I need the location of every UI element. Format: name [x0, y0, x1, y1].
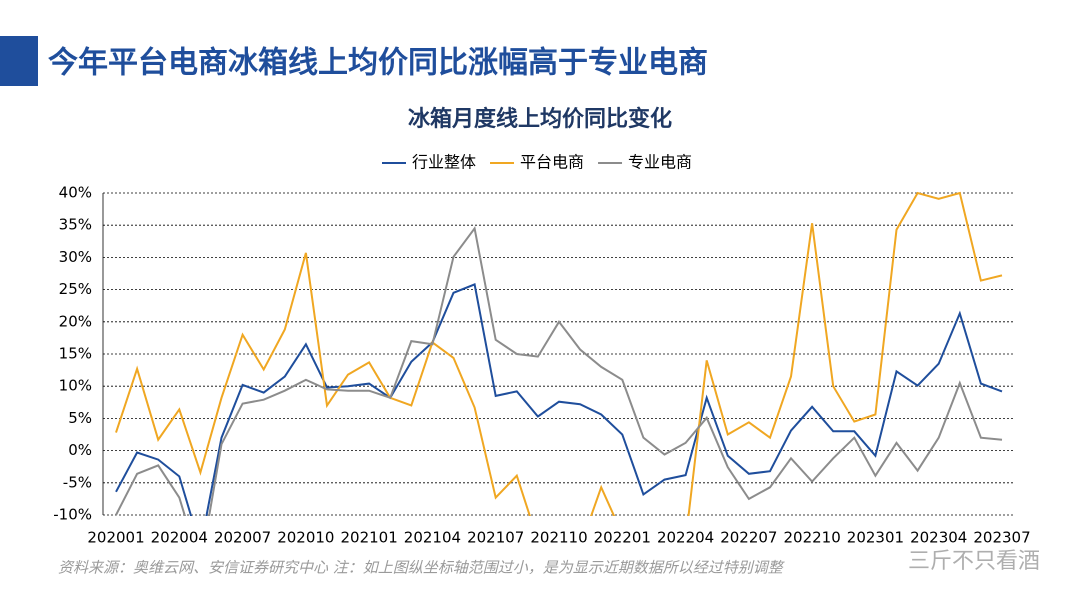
x-tick-label: 202107 — [467, 529, 524, 547]
x-tick-label: 202210 — [784, 529, 841, 547]
x-tick-label: 202010 — [277, 529, 334, 547]
legend-label: 平台电商 — [520, 153, 584, 172]
y-tick-label: 15% — [59, 345, 92, 363]
x-tick-label: 202307 — [973, 529, 1030, 547]
x-tick-label: 202001 — [87, 529, 144, 547]
legend: 行业整体 平台电商 专业电商 — [382, 153, 692, 172]
x-tick-label: 202007 — [214, 529, 271, 547]
x-tick-label: 202204 — [657, 529, 714, 547]
watermark: 三斤不只看酒 — [908, 549, 1040, 574]
x-tick-label: 202301 — [847, 529, 904, 547]
y-tick-label: -10% — [53, 506, 92, 524]
x-tick-label: 202101 — [341, 529, 398, 547]
y-tick-label: 25% — [59, 280, 92, 298]
legend-label: 专业电商 — [628, 153, 692, 172]
lines — [115, 191, 1003, 516]
y-tick-label: -5% — [63, 473, 92, 491]
y-tick-label: 5% — [68, 409, 92, 427]
slide-title: 今年平台电商冰箱线上均价同比涨幅高于专业电商 — [48, 46, 708, 81]
y-tick-label: 10% — [59, 377, 92, 395]
footnote: 资料来源：奥维云网、安信证券研究中心 注：如上图纵坐标轴范围过小，是为显示近期数… — [58, 559, 786, 577]
x-tick-label: 202304 — [910, 529, 967, 547]
y-tick-label: 0% — [68, 441, 92, 459]
x-tick-label: 202110 — [530, 529, 587, 547]
series-line — [115, 283, 1003, 516]
x-axis: 202001 202004 202007 202010 202101 202104 2021… — [87, 529, 1030, 547]
y-tick-label: 30% — [59, 248, 92, 266]
y-tick-label: 35% — [59, 216, 92, 234]
title-block — [0, 36, 38, 86]
y-tick-label: 40% — [59, 184, 92, 202]
x-tick-label: 202004 — [151, 529, 208, 547]
x-tick-label: 202104 — [404, 529, 461, 547]
y-tick-label: 20% — [59, 312, 92, 330]
series-line — [115, 191, 1003, 516]
x-tick-label: 202201 — [594, 529, 651, 547]
legend-label: 行业整体 — [412, 153, 476, 172]
x-tick-label: 202207 — [720, 529, 777, 547]
grid: -10% -5% 0% 5% 10% 15% 20% 25% 30% 35% 40% — [53, 184, 1015, 524]
chart-title: 冰箱月度线上均价同比变化 — [408, 106, 672, 132]
series-line — [115, 225, 1003, 516]
